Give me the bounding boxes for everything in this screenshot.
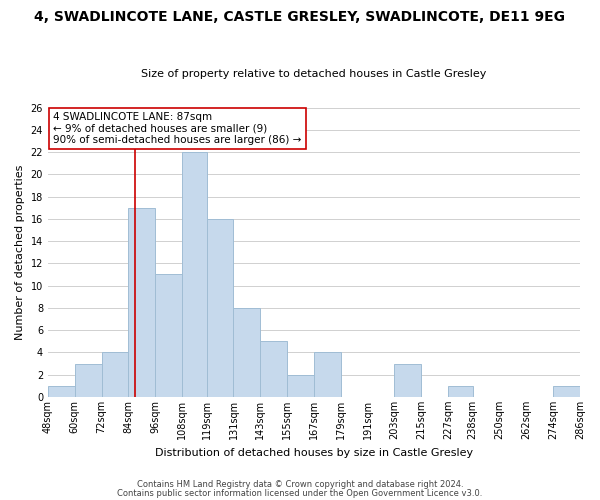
Title: Size of property relative to detached houses in Castle Gresley: Size of property relative to detached ho… <box>141 69 487 79</box>
Bar <box>48 386 75 397</box>
Bar <box>155 274 182 397</box>
Text: Contains HM Land Registry data © Crown copyright and database right 2024.: Contains HM Land Registry data © Crown c… <box>137 480 463 489</box>
Bar <box>314 352 341 397</box>
X-axis label: Distribution of detached houses by size in Castle Gresley: Distribution of detached houses by size … <box>155 448 473 458</box>
Bar <box>394 364 421 397</box>
Bar <box>260 341 287 397</box>
Text: 4, SWADLINCOTE LANE, CASTLE GRESLEY, SWADLINCOTE, DE11 9EG: 4, SWADLINCOTE LANE, CASTLE GRESLEY, SWA… <box>35 10 566 24</box>
Text: 4 SWADLINCOTE LANE: 87sqm
← 9% of detached houses are smaller (9)
90% of semi-de: 4 SWADLINCOTE LANE: 87sqm ← 9% of detach… <box>53 112 302 145</box>
Bar <box>75 364 101 397</box>
Bar <box>233 308 260 397</box>
Bar <box>206 219 233 397</box>
Bar <box>448 386 473 397</box>
Text: Contains public sector information licensed under the Open Government Licence v3: Contains public sector information licen… <box>118 488 482 498</box>
Bar <box>182 152 206 397</box>
Bar <box>128 208 155 397</box>
Y-axis label: Number of detached properties: Number of detached properties <box>15 164 25 340</box>
Bar <box>553 386 580 397</box>
Bar <box>287 374 314 397</box>
Bar <box>101 352 128 397</box>
